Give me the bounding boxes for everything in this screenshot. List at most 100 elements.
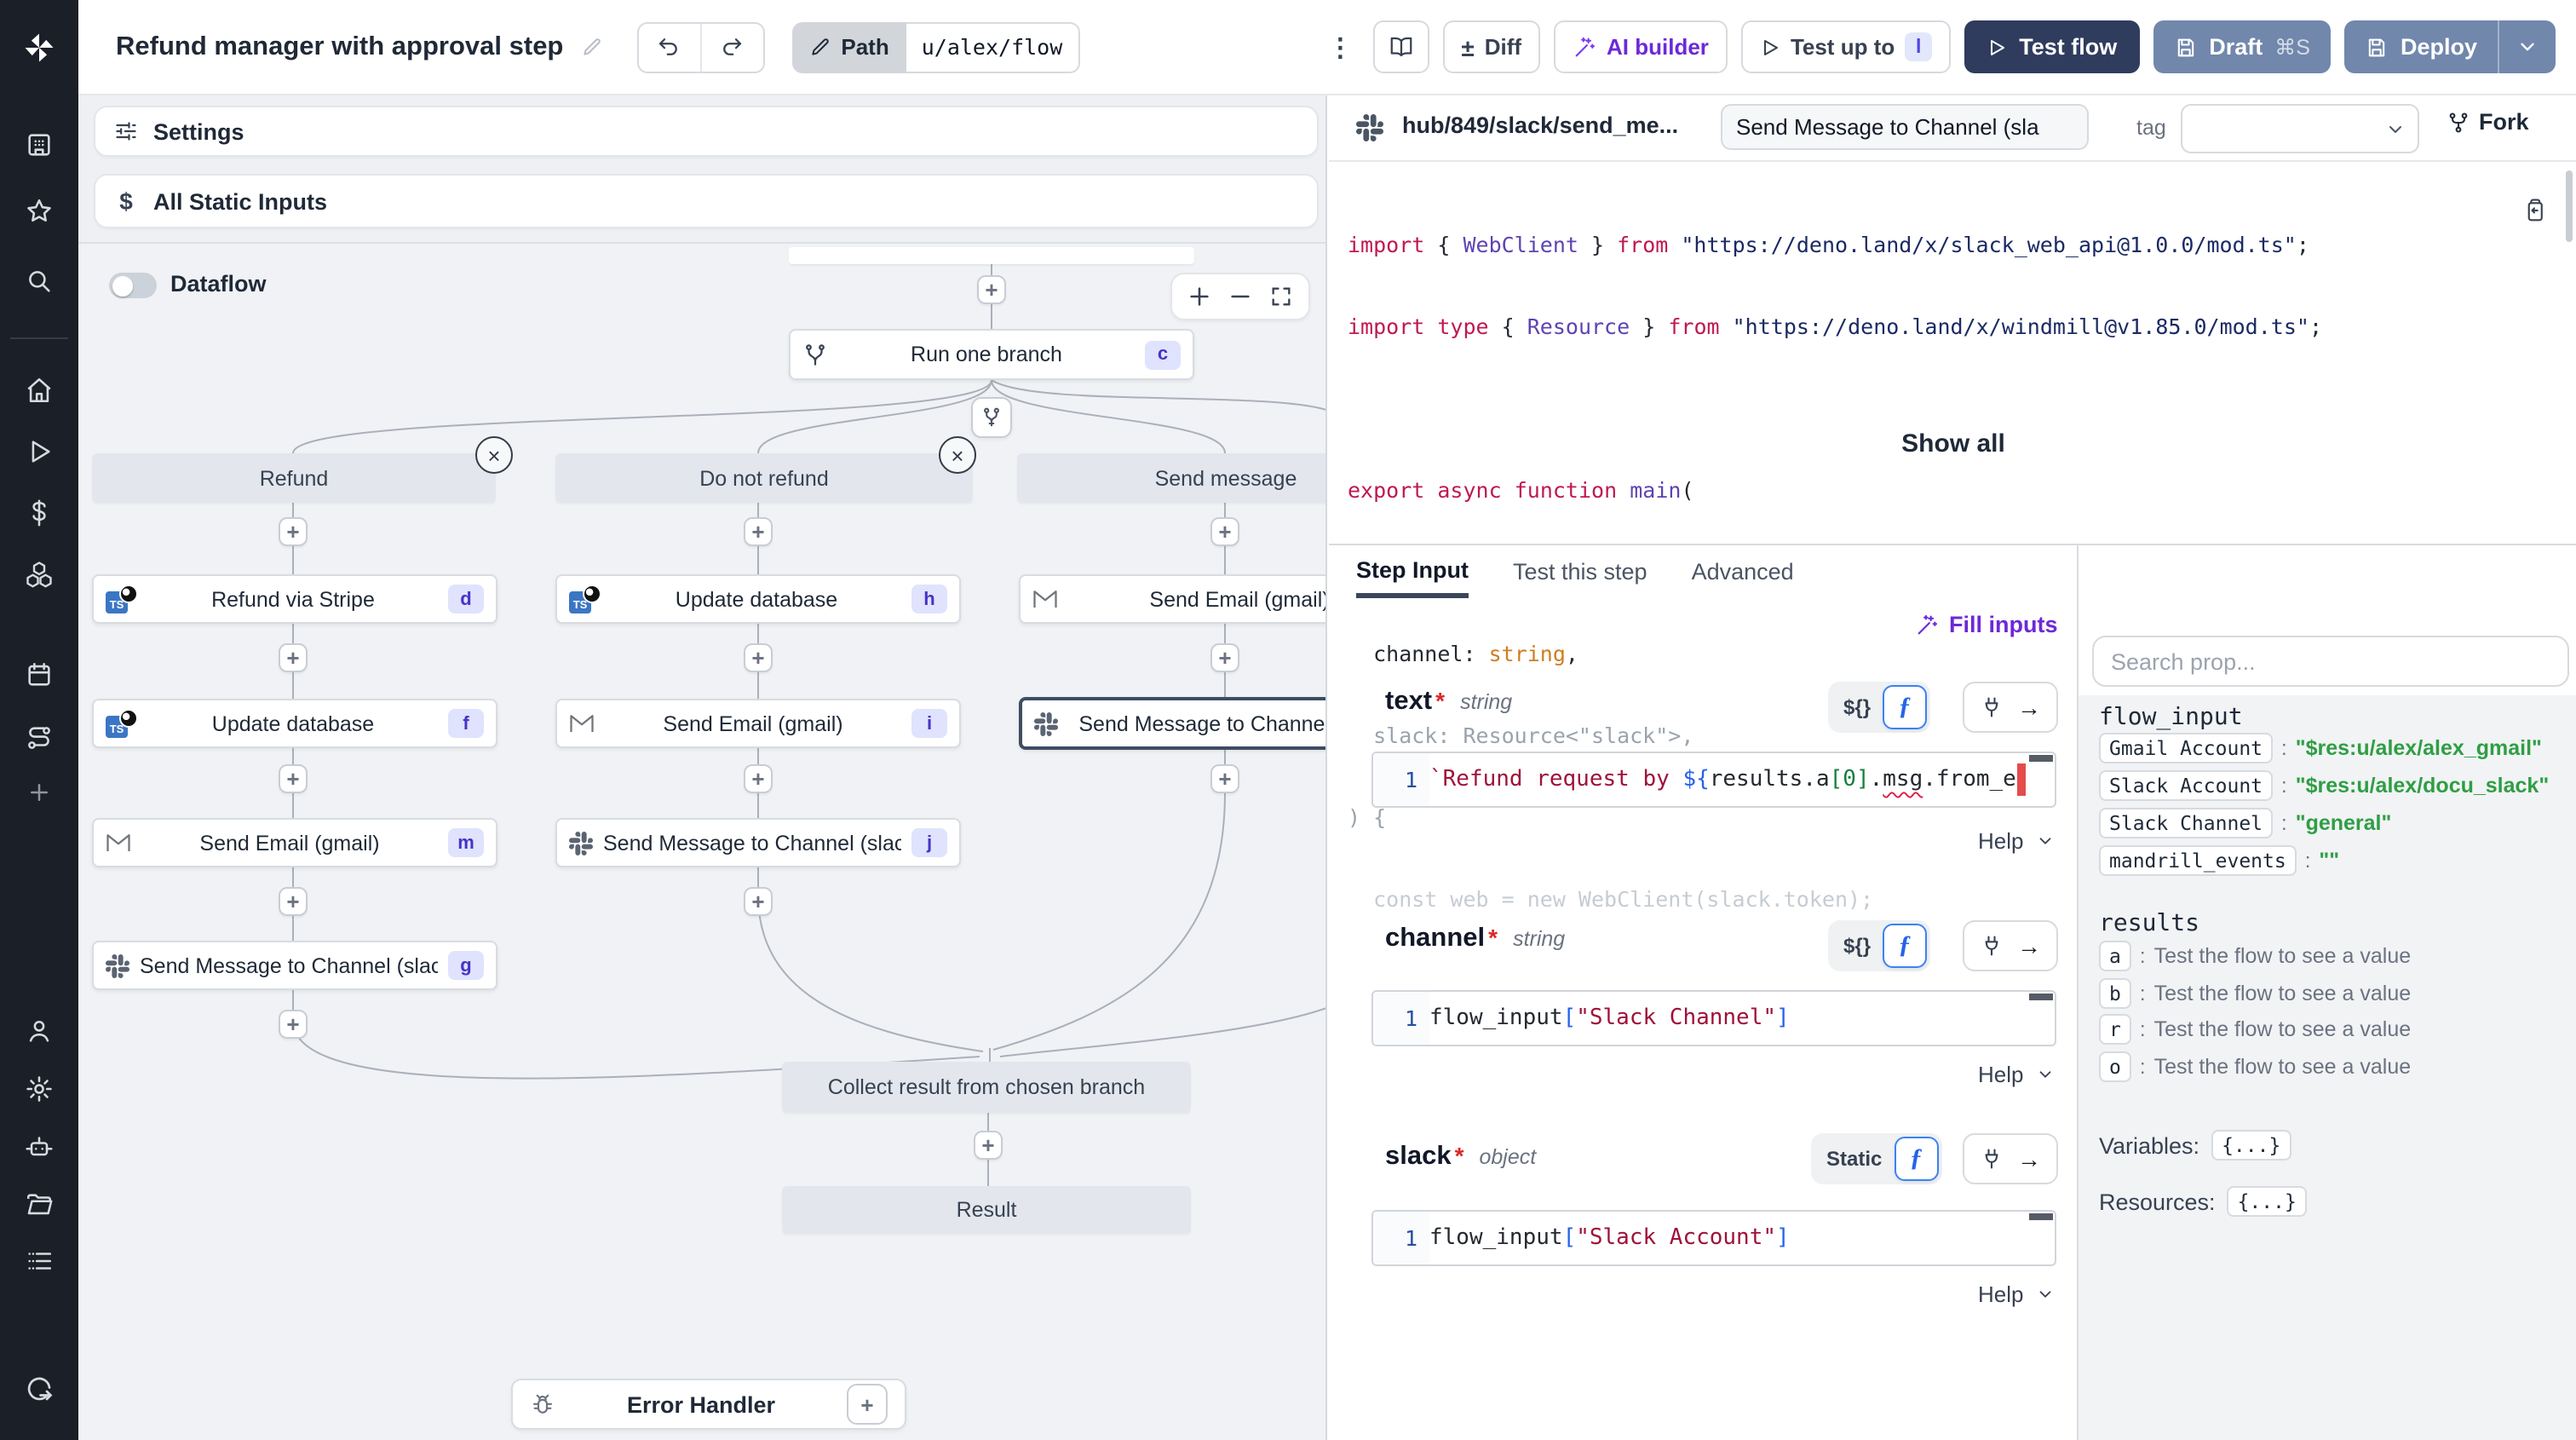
favorites-star-icon[interactable]: [25, 197, 54, 226]
deploy-dropdown-button[interactable]: [2498, 20, 2556, 73]
edit-title-pencil-icon[interactable]: [580, 36, 602, 58]
add-error-handler-button[interactable]: +: [847, 1384, 888, 1425]
result-row[interactable]: b : Test the flow to see a value: [2099, 978, 2411, 1009]
prop-row[interactable]: mandrill_events : "": [2099, 845, 2339, 876]
result-key[interactable]: b: [2099, 978, 2131, 1009]
node-send-message-to-channel-selected[interactable]: Send Message to Channel (slack): [1019, 697, 1325, 750]
result-row[interactable]: a : Test the flow to see a value: [2099, 941, 2411, 971]
collect-result-node[interactable]: Collect result from chosen branch: [782, 1062, 1191, 1113]
add-icon[interactable]: [26, 780, 52, 805]
remove-branch-button[interactable]: ×: [939, 436, 976, 474]
flow-title[interactable]: Refund manager with approval step: [116, 32, 564, 60]
insert-step-button[interactable]: +: [1210, 764, 1239, 793]
windmill-logo[interactable]: [0, 0, 78, 95]
insert-step-button[interactable]: +: [1210, 517, 1239, 546]
flow-input-title[interactable]: flow_input: [2099, 704, 2243, 731]
fill-inputs-button[interactable]: Fill inputs: [1915, 612, 2058, 637]
diff-button[interactable]: ± Diff: [1442, 20, 1541, 73]
variables-icon[interactable]: [25, 498, 54, 527]
step-summary-input[interactable]: [1721, 104, 2089, 150]
node-send-message-to-channel-2[interactable]: Send Message to Channel (slack) j: [555, 818, 961, 867]
error-handler-node[interactable]: Error Handler +: [511, 1379, 906, 1430]
copy-code-icon[interactable]: [2521, 198, 2547, 223]
insert-step-button[interactable]: +: [279, 887, 308, 916]
prop-key[interactable]: mandrill_events: [2099, 845, 2297, 876]
field-channel-editor[interactable]: 1 flow_input["Slack Channel"]: [1371, 990, 2056, 1046]
plug-icon[interactable]: [1980, 934, 2004, 958]
fx-button[interactable]: ƒ: [1894, 1137, 1939, 1181]
draft-button[interactable]: Draft ⌘S: [2153, 20, 2331, 73]
result-key[interactable]: o: [2099, 1051, 2131, 1082]
zoom-out-icon[interactable]: [1228, 285, 1252, 308]
tab-test-this-step[interactable]: Test this step: [1513, 559, 1647, 585]
field-text-code[interactable]: `Refund request by ${results.a[0].msg.fr…: [1429, 753, 2055, 806]
flow-graph-canvas[interactable]: Dataflow + + + + + + + + + + + + + +: [78, 244, 1325, 1440]
insert-step-button[interactable]: +: [977, 275, 1006, 304]
plug-icon[interactable]: [1980, 1147, 2004, 1171]
prop-row[interactable]: Slack Account : "$res:u/alex/docu_slack": [2099, 770, 2549, 801]
insert-step-button[interactable]: +: [744, 643, 773, 672]
user-icon[interactable]: [25, 1017, 54, 1045]
dataflow-toggle[interactable]: [109, 273, 157, 298]
show-all-button[interactable]: Show all: [1901, 429, 2005, 458]
redo-button[interactable]: [699, 23, 762, 71]
field-text-help[interactable]: Help: [1978, 828, 2055, 854]
zoom-in-icon[interactable]: [1187, 285, 1211, 308]
node-send-email-3[interactable]: Send Email (gmail) m: [92, 818, 497, 867]
branch-summary-refund[interactable]: Refund: [92, 453, 496, 503]
path-button[interactable]: Path: [791, 21, 906, 72]
runs-icon[interactable]: [25, 437, 54, 466]
variables-object-pill[interactable]: {...}: [2211, 1130, 2291, 1161]
tab-step-input[interactable]: Step Input: [1356, 545, 1469, 598]
result-node[interactable]: Result: [782, 1186, 1191, 1234]
result-row[interactable]: o : Test the flow to see a value: [2099, 1051, 2411, 1082]
flow-settings-row[interactable]: Settings: [94, 106, 1319, 157]
home-icon[interactable]: [25, 376, 54, 405]
path-value[interactable]: u/alex/flow: [906, 21, 1080, 72]
path-control[interactable]: Path u/alex/flow: [791, 21, 1080, 72]
branch-summary-send-message[interactable]: Send message: [1017, 453, 1325, 503]
field-slack-editor[interactable]: 1 flow_input["Slack Account"]: [1371, 1210, 2056, 1266]
search-prop-input[interactable]: [2092, 636, 2569, 687]
node-send-email[interactable]: Send Email (gmail): [1019, 574, 1325, 624]
node-run-one-branch[interactable]: Run one branch c: [789, 329, 1194, 380]
workspace-icon[interactable]: [25, 130, 54, 159]
plug-icon[interactable]: [1980, 695, 2004, 719]
field-slack-code[interactable]: flow_input["Slack Account"]: [1429, 1225, 1790, 1251]
ai-builder-button[interactable]: AI builder: [1554, 20, 1728, 73]
prop-key[interactable]: Slack Channel: [2099, 808, 2274, 838]
fx-button[interactable]: ƒ: [1883, 685, 1928, 729]
branch-summary-do-not-refund[interactable]: Do not refund: [555, 453, 973, 503]
node-update-database-2[interactable]: TS Update database f: [92, 699, 497, 748]
script-code-preview[interactable]: import { WebClient } from "https://deno.…: [1348, 177, 2322, 968]
fit-view-icon[interactable]: [1269, 285, 1293, 308]
prop-row[interactable]: Gmail Account : "$res:u/alex/alex_gmail": [2099, 733, 2542, 763]
arrow-right-icon[interactable]: →: [2017, 932, 2041, 959]
insert-step-button[interactable]: +: [744, 764, 773, 793]
resources-icon[interactable]: [24, 559, 55, 590]
insert-step-button[interactable]: +: [279, 643, 308, 672]
search-icon[interactable]: [25, 267, 54, 296]
insert-step-button[interactable]: +: [1210, 643, 1239, 672]
node-refund-via-stripe[interactable]: TS Refund via Stripe d: [92, 574, 497, 624]
resources-row[interactable]: Resources: {...}: [2099, 1186, 2307, 1217]
docs-book-button[interactable]: [1372, 20, 1429, 73]
variables-row[interactable]: Variables: {...}: [2099, 1130, 2291, 1161]
clipped-top-node[interactable]: [789, 247, 1194, 264]
expr-mode-label[interactable]: ${}: [1843, 695, 1872, 719]
scrollbar-thumb[interactable]: [2566, 170, 2573, 242]
field-channel-help[interactable]: Help: [1978, 1062, 2055, 1087]
routes-icon[interactable]: [25, 723, 54, 752]
more-options-kebab-icon[interactable]: ⋮: [1327, 33, 1354, 62]
result-key[interactable]: a: [2099, 941, 2131, 971]
result-row[interactable]: r : Test the flow to see a value: [2099, 1014, 2411, 1045]
field-text-editor[interactable]: 1 `Refund request by ${results.a[0].msg.…: [1371, 752, 2056, 808]
logout-icon[interactable]: [24, 1374, 55, 1404]
prop-key[interactable]: Slack Account: [2099, 770, 2274, 801]
add-branch-button[interactable]: [971, 397, 1012, 438]
static-mode-label[interactable]: Static: [1826, 1147, 1883, 1171]
fx-button[interactable]: ƒ: [1883, 924, 1928, 968]
insert-step-button[interactable]: +: [279, 764, 308, 793]
tab-advanced[interactable]: Advanced: [1691, 559, 1794, 585]
insert-step-button[interactable]: +: [744, 517, 773, 546]
